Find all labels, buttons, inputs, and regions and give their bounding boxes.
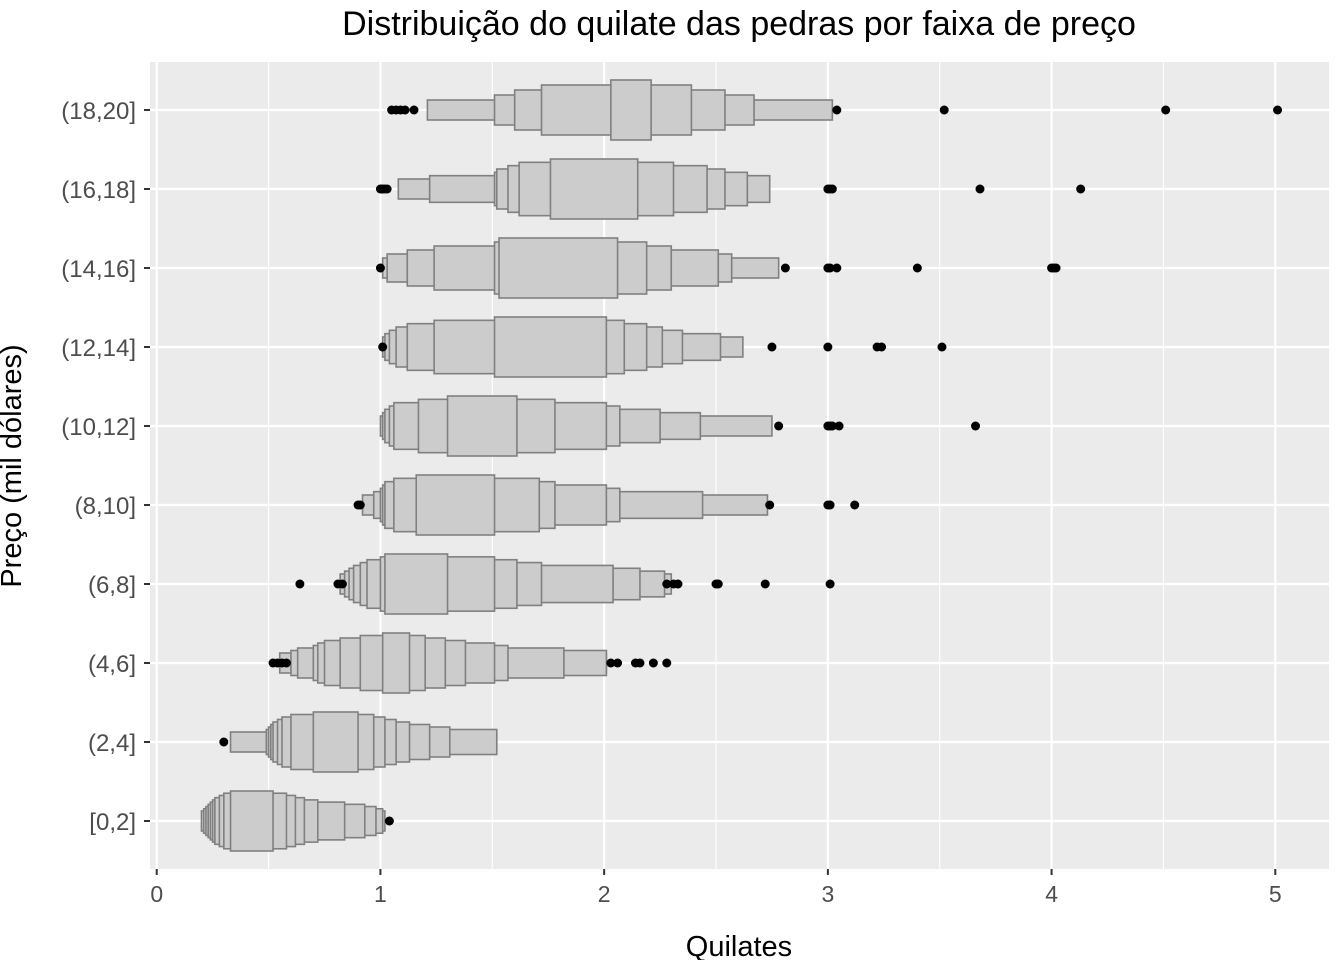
outlier-point — [774, 421, 784, 431]
y-axis: [0,2] (2,4] (4,6] (6,8] (8,10] (10,12] (12,14]… — [61, 98, 150, 836]
letter-value-box — [549, 158, 639, 220]
outlier-point — [834, 421, 844, 431]
outlier-point — [1076, 184, 1086, 194]
x-axis: 0 1 2 3 4 5 — [150, 869, 1282, 907]
y-tick-label: [0,2] — [89, 809, 136, 836]
outlier-point — [648, 658, 658, 668]
outlier-point — [971, 421, 981, 431]
letter-value-box — [384, 553, 449, 615]
outlier-point — [384, 816, 394, 826]
letter-value-box — [381, 632, 411, 694]
x-tick-label: 2 — [598, 881, 611, 907]
letter-value-box — [493, 316, 608, 378]
outlier-point — [673, 579, 683, 589]
outlier-point — [378, 342, 388, 352]
x-tick-label: 4 — [1045, 881, 1058, 907]
outlier-point — [937, 342, 947, 352]
y-tick-label: (18,20] — [61, 98, 136, 125]
outlier-point — [355, 500, 365, 510]
outlier-point — [1273, 105, 1283, 115]
outlier-point — [1161, 105, 1171, 115]
letter-value-box — [415, 474, 496, 536]
outlier-point — [827, 184, 837, 194]
outlier-point — [375, 263, 385, 273]
letter-value-box — [446, 395, 518, 457]
x-tick-label: 5 — [1269, 881, 1282, 907]
y-tick-label: (14,16] — [61, 256, 136, 283]
outlier-point — [832, 105, 842, 115]
outlier-point — [219, 737, 229, 747]
outlier-point — [400, 105, 410, 115]
outlier-point — [823, 342, 833, 352]
outlier-point — [713, 579, 723, 589]
chart-title: Distribuição do quilate das pedras por f… — [342, 5, 1136, 43]
outlier-point — [825, 579, 835, 589]
outlier-point — [832, 263, 842, 273]
outlier-point — [409, 105, 419, 115]
outlier-point — [877, 342, 887, 352]
outlier-point — [382, 184, 392, 194]
outlier-point — [281, 658, 291, 668]
outlier-point — [760, 579, 770, 589]
x-tick-label: 3 — [821, 881, 834, 907]
x-tick-label: 0 — [150, 881, 163, 907]
outlier-point — [295, 579, 305, 589]
y-tick-label: (12,14] — [61, 335, 136, 362]
letter-value-box — [498, 237, 619, 299]
outlier-point — [765, 500, 775, 510]
outlier-point — [662, 658, 672, 668]
y-tick-label: (8,10] — [75, 493, 136, 520]
outlier-point — [767, 342, 777, 352]
letter-value-box — [610, 79, 652, 141]
outlier-point — [1051, 263, 1061, 273]
outlier-point — [606, 658, 616, 668]
outlier-point — [850, 500, 860, 510]
outlier-point — [337, 579, 347, 589]
letter-value-box — [229, 790, 274, 852]
outlier-point — [827, 421, 837, 431]
y-tick-label: (10,12] — [61, 414, 136, 441]
letter-value-boxes — [200, 79, 834, 852]
outlier-point — [635, 658, 645, 668]
x-axis-title: Quilates — [686, 931, 792, 960]
outlier-point — [939, 105, 949, 115]
outlier-point — [613, 658, 623, 668]
outlier-point — [825, 263, 835, 273]
y-tick-label: (4,6] — [88, 651, 136, 678]
outlier-points — [219, 105, 1283, 826]
letter-value-box — [312, 711, 359, 773]
outlier-point — [912, 263, 922, 273]
outlier-point — [975, 184, 985, 194]
outlier-point — [662, 579, 672, 589]
y-axis-title: Preço (mil dólares) — [0, 344, 28, 587]
outlier-point — [825, 500, 835, 510]
y-tick-label: (16,18] — [61, 177, 136, 204]
y-tick-label: (2,4] — [88, 730, 136, 757]
x-tick-label: 1 — [374, 881, 387, 907]
outlier-point — [780, 263, 790, 273]
y-tick-label: (6,8] — [88, 572, 136, 599]
